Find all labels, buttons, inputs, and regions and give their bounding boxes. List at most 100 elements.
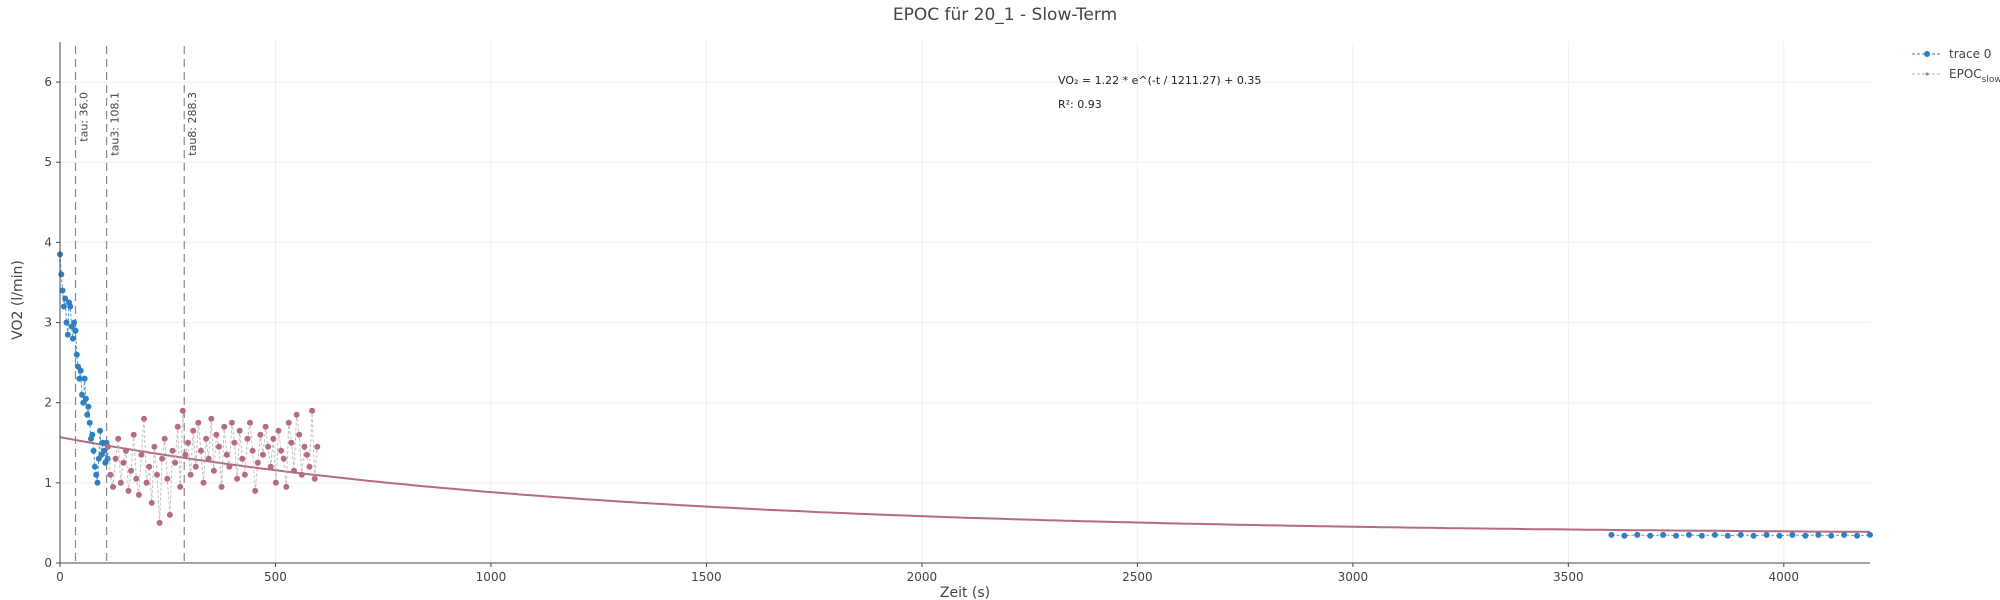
data-point	[244, 435, 251, 442]
series-layer	[57, 251, 1873, 539]
data-point	[128, 467, 135, 474]
data-point	[249, 447, 256, 454]
r-squared-annotation: R²: 0.93	[1058, 98, 1102, 111]
legend-item-epoc-slow[interactable]: EPOCslow	[1912, 67, 2000, 85]
legend-marker-trace0	[1924, 51, 1930, 57]
epoc-fit-line	[59, 436, 1871, 533]
data-point	[1841, 531, 1848, 538]
data-point	[71, 319, 78, 326]
data-point	[236, 427, 243, 434]
data-point	[72, 327, 79, 334]
data-point	[112, 455, 119, 462]
y-axis-title: VO2 (l/min)	[10, 260, 26, 340]
y-tick-label: 3	[44, 316, 52, 330]
data-point	[226, 463, 233, 470]
data-point	[143, 479, 150, 486]
data-point	[125, 487, 132, 494]
data-point	[97, 427, 104, 434]
data-point	[133, 475, 140, 482]
data-point	[1608, 531, 1615, 538]
data-point	[239, 455, 246, 462]
data-point	[182, 451, 189, 458]
data-point	[82, 395, 89, 402]
data-point	[58, 271, 65, 278]
data-point	[104, 443, 111, 450]
data-point	[110, 483, 116, 490]
data-point	[257, 431, 264, 438]
data-point	[203, 435, 210, 442]
data-point	[120, 459, 127, 466]
data-point	[267, 463, 274, 470]
data-point	[122, 447, 129, 454]
y-tick-label: 6	[44, 75, 52, 89]
data-point	[1673, 532, 1680, 539]
data-point	[81, 375, 88, 382]
fit-equation-annotation: VO₂ = 1.22 * e^(-t / 1211.27) + 0.35	[1058, 74, 1261, 87]
x-tick-label: 1500	[691, 570, 722, 584]
data-point	[247, 419, 253, 426]
data-point	[1724, 532, 1731, 539]
data-point	[73, 351, 80, 358]
x-tick-label: 4000	[1769, 570, 1800, 584]
data-point	[311, 475, 318, 482]
data-point	[252, 487, 259, 494]
data-point	[141, 415, 147, 422]
data-point	[154, 471, 160, 478]
data-point	[69, 335, 76, 342]
data-point	[1815, 531, 1822, 538]
data-point	[148, 499, 155, 506]
data-point	[1711, 531, 1718, 538]
data-point	[306, 463, 313, 470]
data-point	[89, 431, 96, 438]
data-point	[159, 455, 166, 462]
data-point	[85, 403, 92, 410]
data-point	[1828, 532, 1835, 539]
y-tick-label: 4	[44, 235, 52, 249]
data-point	[63, 319, 70, 326]
data-point	[192, 463, 199, 470]
x-tick-label: 3000	[1338, 570, 1369, 584]
data-point	[190, 427, 197, 434]
data-point	[59, 287, 66, 294]
data-point	[1802, 532, 1809, 539]
series-line	[59, 254, 1871, 537]
x-tick-label: 1000	[476, 570, 507, 584]
legend-item-trace0[interactable]: trace 0	[1912, 47, 1991, 61]
x-tick-label: 0	[56, 570, 64, 584]
data-point	[208, 415, 215, 422]
data-point	[228, 419, 235, 426]
data-point	[280, 455, 287, 462]
vline-label: tau: 36.0	[78, 92, 91, 142]
series-line	[107, 410, 318, 523]
data-point	[146, 463, 153, 470]
data-point	[117, 479, 124, 486]
series-1	[104, 407, 321, 526]
x-tick-label: 500	[264, 570, 287, 584]
x-tick-label: 2500	[1122, 570, 1153, 584]
data-point	[1634, 531, 1641, 538]
data-point	[94, 479, 101, 486]
data-point	[86, 419, 93, 426]
legend: trace 0 EPOCslow	[1912, 47, 2000, 85]
data-point	[1647, 532, 1654, 539]
x-tick-labels: 0 500 1000 1500 2000 2500 3000 3500 4000	[56, 563, 1799, 584]
data-point	[221, 423, 228, 430]
data-point	[1789, 531, 1796, 538]
data-point	[301, 443, 308, 450]
data-point	[77, 367, 84, 374]
data-point	[303, 451, 310, 458]
data-point	[1660, 531, 1667, 538]
data-point	[135, 491, 142, 498]
data-point	[185, 439, 191, 446]
x-tick-label: 2000	[907, 570, 938, 584]
fit-curve-layer	[59, 436, 1871, 533]
data-point	[262, 423, 269, 430]
data-point	[265, 443, 272, 450]
chart-title: EPOC für 20_1 - Slow-Term	[893, 5, 1117, 25]
data-point	[200, 479, 207, 486]
data-point	[275, 427, 282, 434]
data-point	[296, 431, 303, 438]
data-point	[1737, 531, 1744, 538]
legend-label-trace0: trace 0	[1949, 47, 1991, 61]
